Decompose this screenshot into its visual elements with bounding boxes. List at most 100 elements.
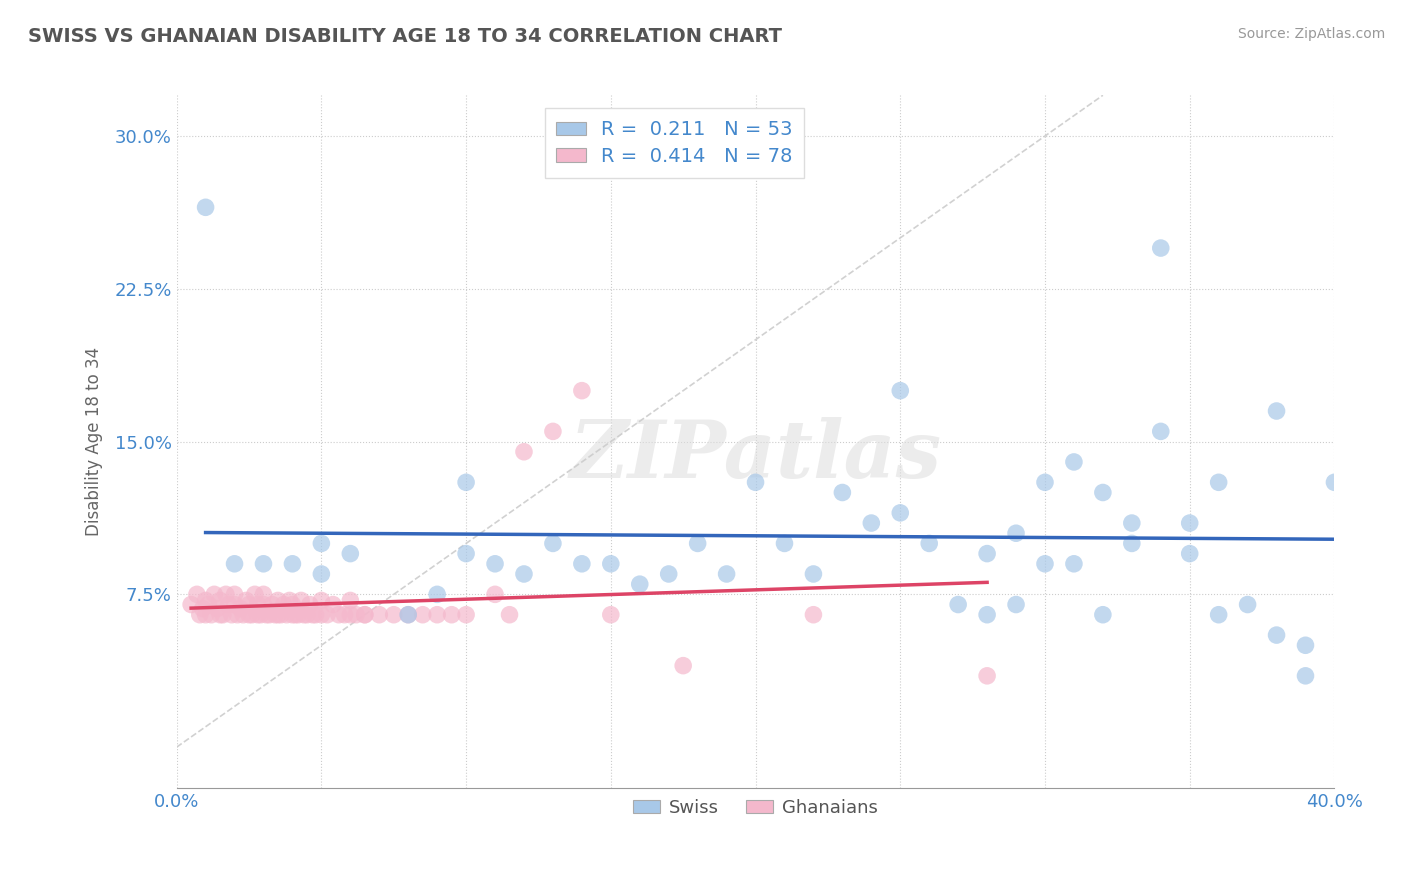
- Point: [249, 607, 271, 622]
- Point: [860, 516, 883, 530]
- Point: [1005, 598, 1028, 612]
- Point: [194, 593, 217, 607]
- Point: [202, 587, 225, 601]
- Point: [889, 384, 911, 398]
- Point: [353, 607, 375, 622]
- Point: [194, 607, 217, 622]
- Point: [246, 607, 269, 622]
- Point: [803, 607, 825, 622]
- Point: [322, 598, 344, 612]
- Point: [209, 607, 232, 622]
- Point: [276, 607, 298, 622]
- Point: [224, 557, 246, 571]
- Point: [240, 607, 263, 622]
- Point: [1063, 557, 1085, 571]
- Point: [311, 607, 333, 622]
- Point: [186, 587, 208, 601]
- Point: [316, 607, 339, 622]
- Point: [284, 607, 307, 622]
- Point: [267, 607, 290, 622]
- Point: [304, 607, 326, 622]
- Point: [716, 566, 738, 581]
- Point: [252, 557, 274, 571]
- Point: [599, 607, 621, 622]
- Point: [976, 607, 998, 622]
- Point: [628, 577, 651, 591]
- Point: [194, 200, 217, 214]
- Point: [744, 475, 766, 490]
- Point: [396, 607, 419, 622]
- Legend: Swiss, Ghanaians: Swiss, Ghanaians: [626, 791, 886, 824]
- Point: [484, 557, 506, 571]
- Point: [218, 598, 240, 612]
- Point: [238, 598, 260, 612]
- Point: [243, 587, 266, 601]
- Point: [1178, 516, 1201, 530]
- Point: [513, 566, 536, 581]
- Point: [232, 607, 254, 622]
- Point: [599, 557, 621, 571]
- Point: [281, 557, 304, 571]
- Point: [229, 601, 252, 615]
- Point: [295, 607, 318, 622]
- Point: [1323, 475, 1346, 490]
- Point: [252, 598, 274, 612]
- Point: [1150, 425, 1173, 439]
- Point: [658, 566, 681, 581]
- Point: [197, 598, 219, 612]
- Point: [339, 607, 361, 622]
- Point: [541, 536, 564, 550]
- Point: [205, 601, 228, 615]
- Point: [200, 607, 222, 622]
- Point: [254, 607, 277, 622]
- Point: [456, 607, 478, 622]
- Text: SWISS VS GHANAIAN DISABILITY AGE 18 TO 34 CORRELATION CHART: SWISS VS GHANAIAN DISABILITY AGE 18 TO 3…: [28, 27, 782, 45]
- Point: [1295, 669, 1317, 683]
- Point: [1150, 241, 1173, 255]
- Point: [1091, 607, 1114, 622]
- Y-axis label: Disability Age 18 to 34: Disability Age 18 to 34: [86, 347, 103, 536]
- Point: [368, 607, 391, 622]
- Point: [571, 384, 593, 398]
- Point: [1033, 557, 1056, 571]
- Point: [1121, 536, 1143, 550]
- Point: [339, 547, 361, 561]
- Point: [773, 536, 796, 550]
- Point: [918, 536, 941, 550]
- Point: [281, 607, 304, 622]
- Point: [426, 607, 449, 622]
- Point: [426, 587, 449, 601]
- Point: [262, 598, 284, 612]
- Point: [252, 587, 274, 601]
- Point: [803, 566, 825, 581]
- Point: [686, 536, 709, 550]
- Point: [1033, 475, 1056, 490]
- Point: [353, 607, 375, 622]
- Point: [290, 593, 312, 607]
- Point: [1265, 404, 1288, 418]
- Point: [238, 607, 260, 622]
- Point: [1208, 475, 1230, 490]
- Point: [1208, 607, 1230, 622]
- Text: ZIPatlas: ZIPatlas: [569, 417, 942, 494]
- Point: [191, 601, 214, 615]
- Point: [180, 598, 202, 612]
- Point: [484, 587, 506, 601]
- Point: [273, 598, 295, 612]
- Point: [1121, 516, 1143, 530]
- Point: [235, 593, 257, 607]
- Point: [339, 593, 361, 607]
- Point: [333, 607, 356, 622]
- Point: [188, 607, 211, 622]
- Point: [215, 587, 238, 601]
- Point: [221, 607, 243, 622]
- Point: [513, 444, 536, 458]
- Point: [571, 557, 593, 571]
- Point: [212, 607, 235, 622]
- Point: [1005, 526, 1028, 541]
- Point: [311, 536, 333, 550]
- Point: [976, 547, 998, 561]
- Point: [278, 593, 301, 607]
- Point: [292, 607, 315, 622]
- Point: [396, 607, 419, 622]
